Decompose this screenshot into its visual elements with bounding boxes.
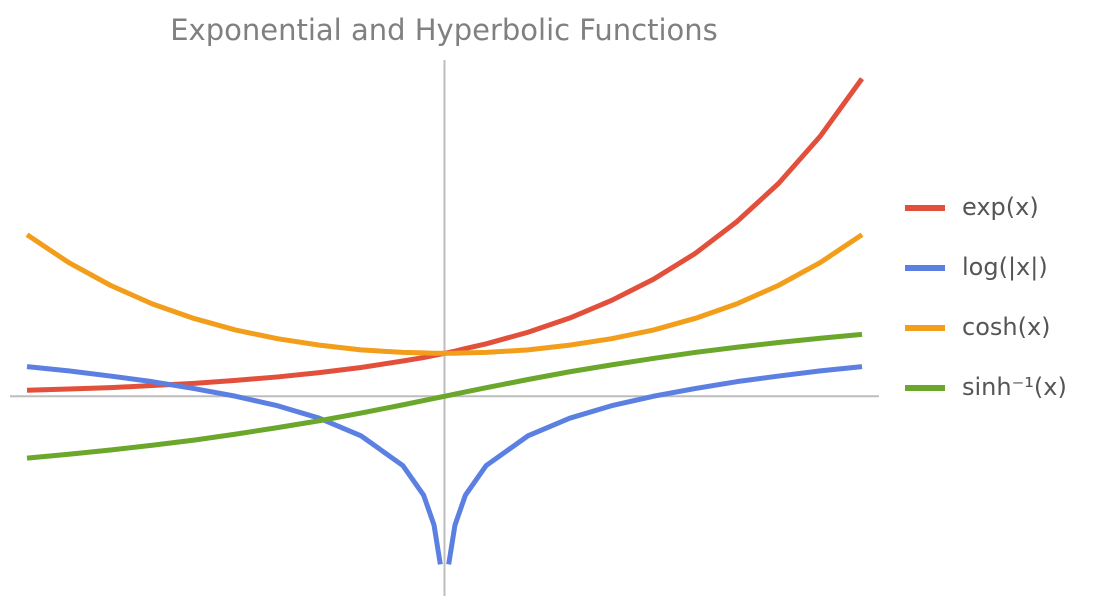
legend-label: log(|x|) <box>962 253 1048 281</box>
line-series <box>26 364 863 565</box>
line-series <box>26 331 863 461</box>
chart-title: Exponential and Hyperbolic Functions <box>170 13 718 47</box>
legend-label: sinh⁻¹(x) <box>962 373 1067 401</box>
legend-label: cosh(x) <box>962 313 1051 341</box>
line-series <box>25 232 864 356</box>
legend-label: exp(x) <box>962 193 1039 221</box>
